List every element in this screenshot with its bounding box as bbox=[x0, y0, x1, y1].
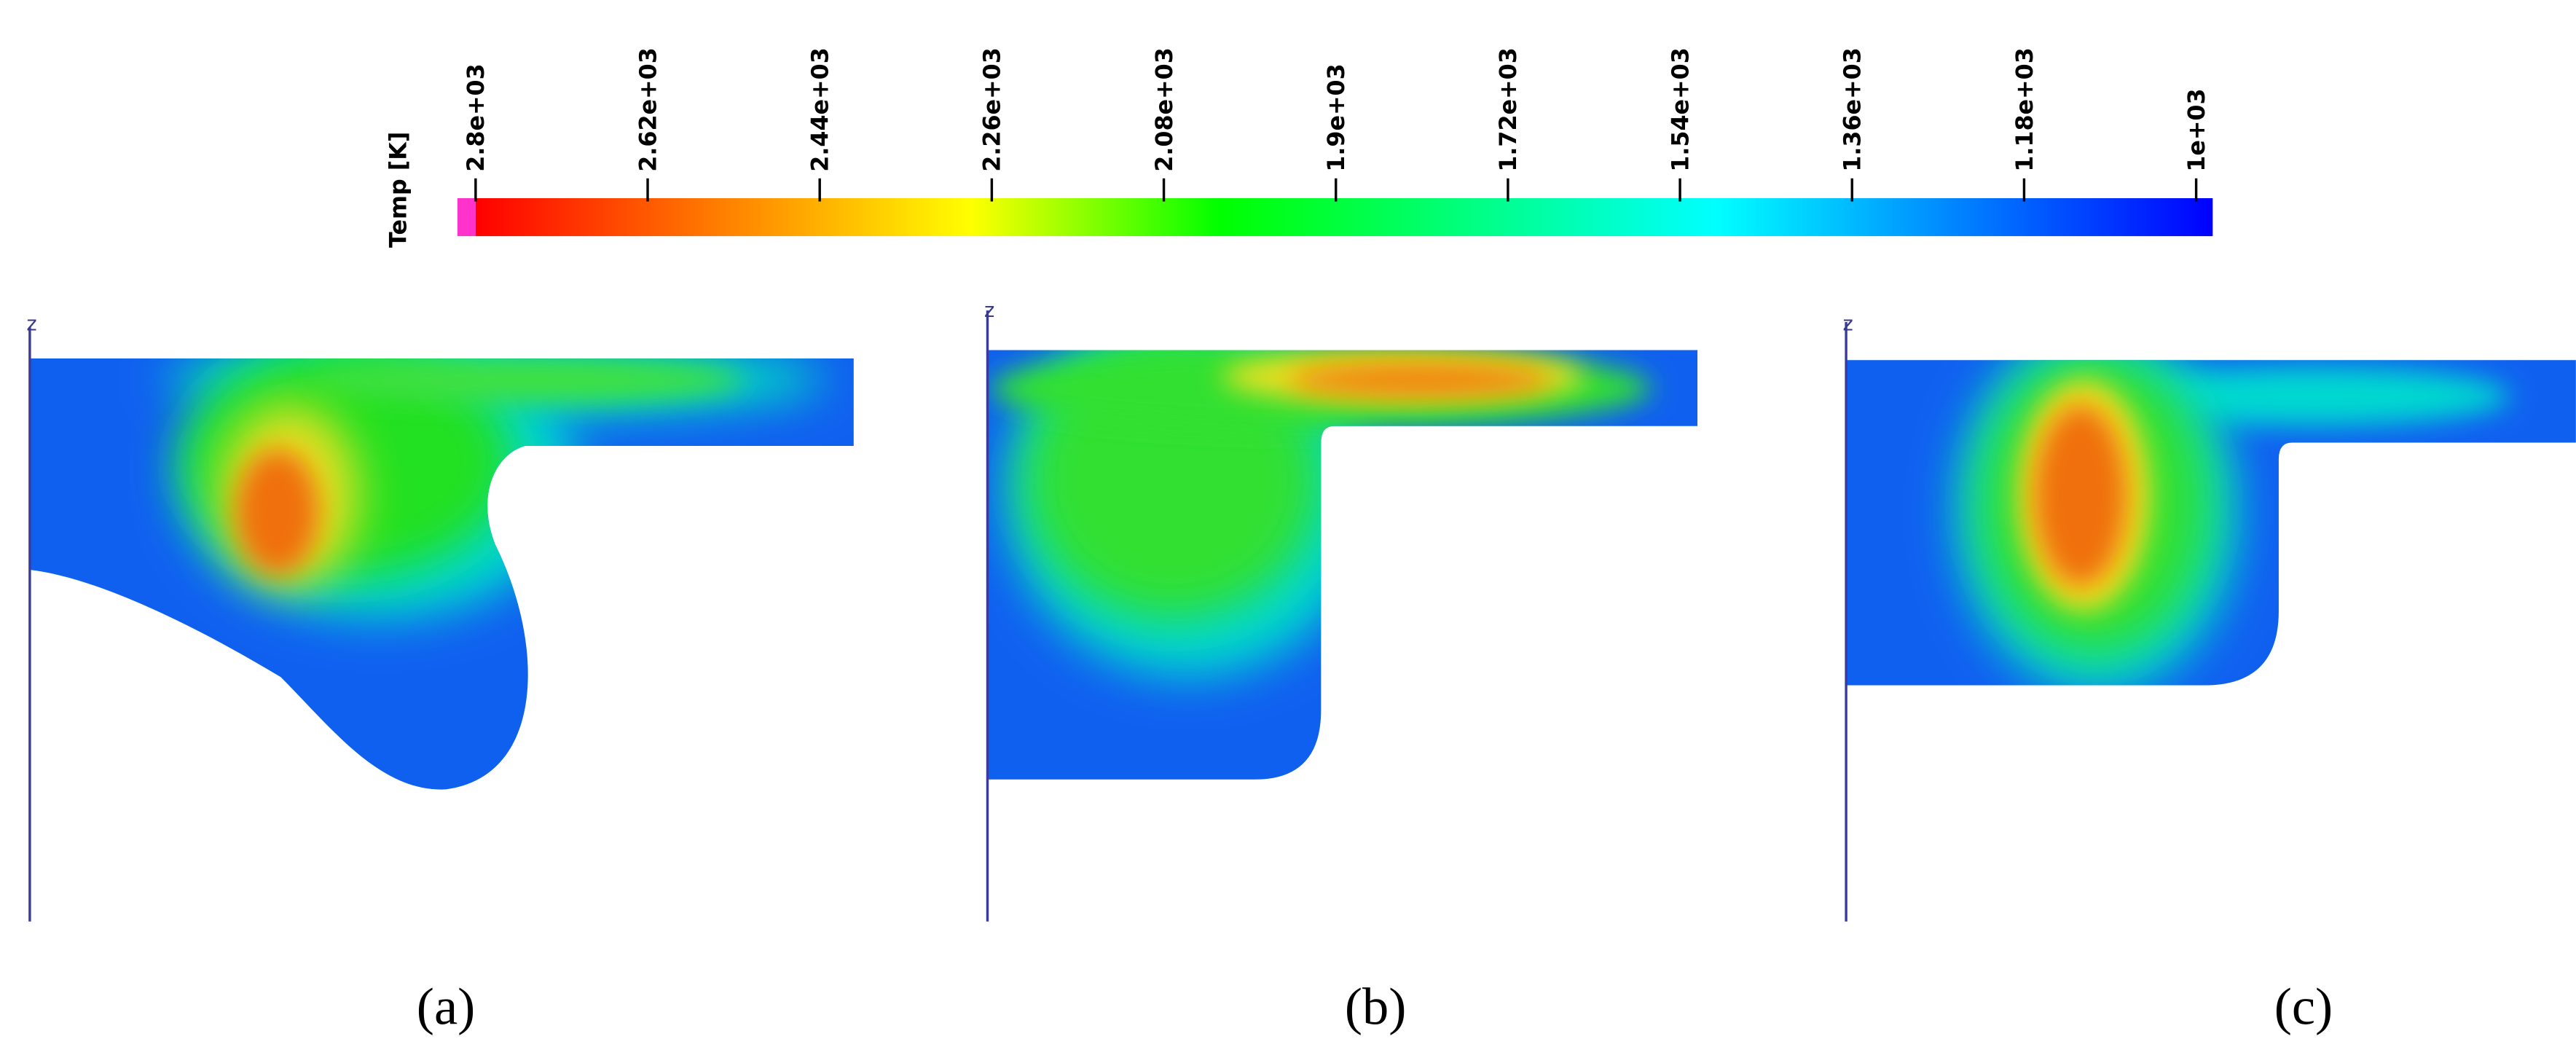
panel-label: (a) bbox=[417, 976, 475, 1035]
colorbar-title: Temp [K] bbox=[386, 132, 412, 248]
colorbar-tick-label: 1.54e+03 bbox=[1668, 47, 1694, 172]
colorbar: Temp [K] 2.8e+03 2.62e+03 2.44e+03 2.26e+03… bbox=[386, 47, 2213, 248]
panel-b: z (b) bbox=[984, 299, 1698, 1035]
colorbar-tick-label: 1.18e+03 bbox=[2012, 47, 2038, 172]
colorbar-tick-label: 2.8e+03 bbox=[463, 63, 490, 171]
axis-label: z bbox=[984, 299, 994, 322]
colorbar-over bbox=[457, 197, 476, 237]
panel-label: (b) bbox=[1345, 976, 1407, 1035]
colorbar-tick-label: 2.26e+03 bbox=[980, 47, 1006, 172]
colorbar-tick-label: 2.08e+03 bbox=[1152, 47, 1178, 172]
panel-label: (c) bbox=[2274, 976, 2333, 1035]
axis-label: z bbox=[1843, 313, 1853, 335]
colorbar-tick-label: 2.62e+03 bbox=[635, 47, 661, 172]
axis-label: z bbox=[26, 313, 36, 335]
colorbar-gradient bbox=[475, 197, 2213, 237]
colorbar-tick-label: 1.36e+03 bbox=[1840, 47, 1866, 172]
panel-a: z (a) bbox=[26, 313, 854, 1035]
colorbar-tick-label: 2.44e+03 bbox=[808, 47, 834, 172]
colorbar-tick-label: 1.72e+03 bbox=[1496, 47, 1522, 172]
colorbar-tick-label: 1.9e+03 bbox=[1324, 63, 1350, 171]
panel-c: z (c) bbox=[1843, 313, 2576, 1035]
colorbar-tick-label: 1e+03 bbox=[2184, 88, 2210, 171]
